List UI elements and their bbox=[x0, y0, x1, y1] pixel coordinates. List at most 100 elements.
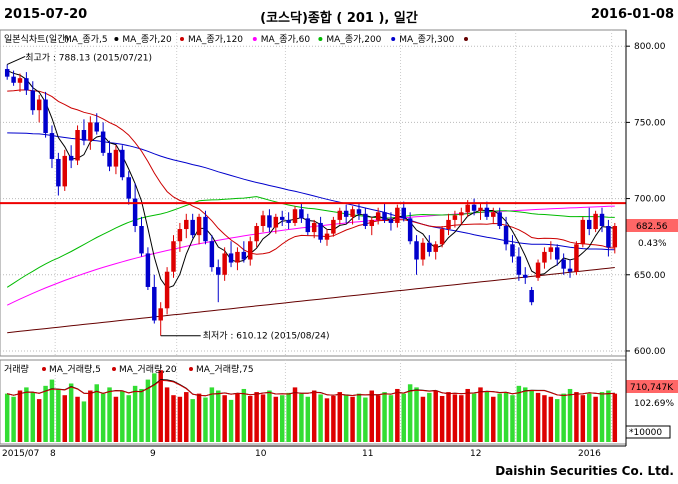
candle-body bbox=[120, 149, 125, 178]
volume-bar bbox=[56, 388, 61, 442]
volume-bar bbox=[484, 391, 490, 442]
candle-body bbox=[177, 229, 183, 242]
volume-bar bbox=[209, 387, 215, 442]
candle-body bbox=[248, 241, 253, 260]
candle-body bbox=[171, 241, 176, 272]
x-tick-label: 2016 bbox=[578, 449, 601, 459]
candle-body bbox=[612, 226, 618, 248]
candle-body bbox=[311, 222, 317, 233]
x-tick-label: 8 bbox=[50, 449, 56, 459]
candle-body bbox=[369, 219, 374, 226]
volume-bar bbox=[267, 390, 272, 442]
volume-bar bbox=[439, 395, 445, 442]
x-tick-label: 11 bbox=[362, 449, 373, 459]
volume-bar bbox=[190, 399, 195, 442]
volume-bar bbox=[350, 396, 355, 442]
volume-bar bbox=[459, 395, 464, 442]
volume-bar bbox=[30, 392, 36, 442]
candle-body bbox=[548, 247, 554, 252]
x-tick-label: 12 bbox=[470, 449, 481, 459]
price-legend-label: MA_종가,5 bbox=[64, 34, 108, 45]
volume-bar bbox=[235, 393, 240, 442]
volume-bar bbox=[260, 394, 266, 442]
volume-bar bbox=[171, 395, 176, 442]
candle-body bbox=[503, 226, 509, 245]
candle-body bbox=[152, 286, 157, 321]
candle-body bbox=[318, 222, 323, 240]
volume-bar bbox=[382, 392, 387, 442]
volume-panel-title: 거래량 bbox=[4, 363, 29, 375]
candle-body bbox=[414, 241, 419, 260]
company-footer: Daishin Securities Co. Ltd. bbox=[495, 464, 674, 478]
high-pointer bbox=[6, 56, 26, 65]
candle-body bbox=[209, 241, 215, 268]
volume-bar bbox=[241, 388, 247, 442]
candle-body bbox=[62, 155, 67, 187]
volume-bar bbox=[11, 396, 16, 442]
volume-bar bbox=[612, 393, 618, 442]
low-price-label: 최저가 : 610.12 (2015/08/24) bbox=[203, 331, 330, 342]
volume-bar bbox=[216, 390, 221, 442]
candle-body bbox=[203, 216, 208, 242]
volume-last-tag bbox=[626, 380, 678, 393]
volume-ma20-line bbox=[7, 379, 615, 397]
volume-unit-label: *10000 bbox=[629, 428, 662, 438]
volume-bar bbox=[203, 397, 208, 442]
x-tick-label: 9 bbox=[150, 449, 156, 459]
volume-bar bbox=[586, 393, 592, 442]
volume-bar bbox=[548, 396, 554, 442]
candle-body bbox=[324, 233, 330, 240]
chart-header: (코스닥)종합 ( 201 ), 일간 2015-07-20 2016-01-0… bbox=[0, 0, 678, 30]
candle-body bbox=[36, 99, 42, 111]
volume-bar bbox=[152, 373, 157, 442]
candle-body bbox=[433, 244, 438, 252]
volume-last-value: 710,747K bbox=[630, 383, 674, 393]
volume-bar bbox=[113, 396, 119, 442]
volume-bar bbox=[516, 385, 522, 442]
price-legend-label: MA_종가,200 bbox=[326, 34, 381, 45]
candle-body bbox=[529, 290, 534, 303]
candle-body bbox=[459, 212, 464, 216]
candle-body bbox=[273, 216, 279, 228]
volume-bar bbox=[132, 385, 138, 442]
volume-bar bbox=[446, 392, 451, 442]
candle-body bbox=[497, 212, 502, 226]
volume-bar bbox=[286, 392, 291, 442]
candle-body bbox=[24, 78, 29, 91]
volume-bar bbox=[305, 396, 311, 442]
volume-bar bbox=[222, 395, 227, 442]
volume-bar bbox=[401, 393, 406, 442]
candle-body bbox=[75, 130, 80, 161]
candle-body bbox=[516, 256, 522, 275]
volume-bar bbox=[17, 390, 23, 442]
volume-bar bbox=[388, 395, 394, 442]
volume-bar bbox=[580, 395, 586, 442]
volume-bar bbox=[465, 388, 470, 442]
candle-body bbox=[586, 219, 592, 230]
candle-body bbox=[363, 213, 368, 226]
price-panel-frame bbox=[0, 29, 627, 357]
volume-bar bbox=[497, 393, 502, 442]
volume-bar bbox=[43, 385, 48, 442]
volume-legend-swatch bbox=[42, 367, 46, 371]
candle-body bbox=[126, 177, 131, 199]
candle-body bbox=[574, 244, 579, 272]
volume-bar bbox=[535, 392, 541, 442]
volume-bar bbox=[574, 392, 579, 442]
candle-body bbox=[471, 204, 477, 211]
volume-bar bbox=[100, 393, 106, 442]
volume-bar bbox=[75, 396, 80, 442]
volume-legend-swatch bbox=[189, 367, 193, 371]
start-date: 2015-07-20 bbox=[4, 7, 88, 22]
candle-body bbox=[4, 69, 10, 77]
volume-bar bbox=[120, 391, 125, 442]
volume-bar bbox=[555, 399, 560, 442]
volume-bar bbox=[107, 387, 112, 442]
price-tick-label: 600.00 bbox=[634, 347, 666, 357]
volume-bar bbox=[158, 370, 163, 442]
volume-bar bbox=[311, 390, 317, 442]
candle-body bbox=[337, 210, 343, 220]
candle-body bbox=[439, 229, 445, 245]
volume-bar bbox=[248, 395, 253, 442]
candle-body bbox=[535, 262, 541, 278]
